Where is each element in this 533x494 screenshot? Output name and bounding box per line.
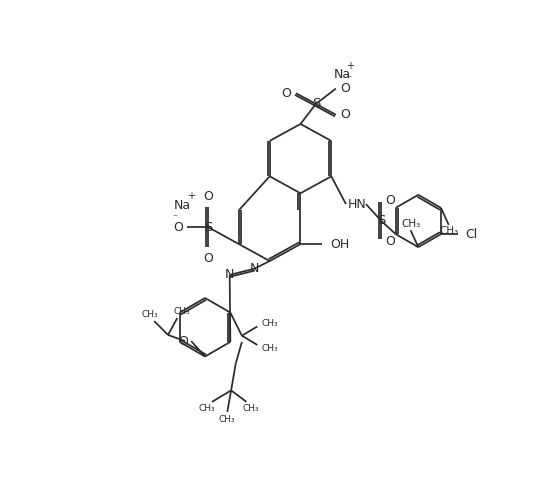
Text: HN: HN: [348, 198, 366, 210]
Text: ⁻: ⁻: [172, 213, 177, 223]
Text: S: S: [312, 97, 320, 111]
Text: N: N: [249, 262, 259, 275]
Text: S: S: [204, 221, 212, 234]
Text: CH₃: CH₃: [262, 343, 279, 353]
Text: OH: OH: [330, 238, 349, 250]
Text: O: O: [340, 82, 350, 95]
Text: N: N: [225, 268, 235, 282]
Text: CH₃: CH₃: [174, 307, 190, 316]
Text: O: O: [203, 252, 213, 265]
Text: ⁻: ⁻: [346, 75, 352, 84]
Text: CH₃: CH₃: [439, 226, 458, 236]
Text: +: +: [346, 61, 354, 71]
Text: O: O: [385, 195, 395, 207]
Text: CH₃: CH₃: [199, 404, 215, 412]
Text: Cl: Cl: [466, 228, 478, 241]
Text: CH₃: CH₃: [262, 319, 279, 328]
Text: O: O: [281, 86, 291, 100]
Text: Na: Na: [334, 68, 351, 81]
Text: CH₃: CH₃: [141, 310, 158, 320]
Text: O: O: [174, 221, 183, 234]
Text: O: O: [340, 108, 350, 121]
Text: +: +: [187, 191, 195, 201]
Text: CH₃: CH₃: [243, 404, 260, 412]
Text: O: O: [203, 190, 213, 203]
Text: S: S: [377, 214, 385, 227]
Text: O: O: [178, 334, 188, 348]
Text: Na: Na: [174, 199, 191, 212]
Text: O: O: [385, 235, 395, 247]
Text: CH₃: CH₃: [401, 219, 420, 229]
Text: CH₃: CH₃: [219, 415, 236, 424]
